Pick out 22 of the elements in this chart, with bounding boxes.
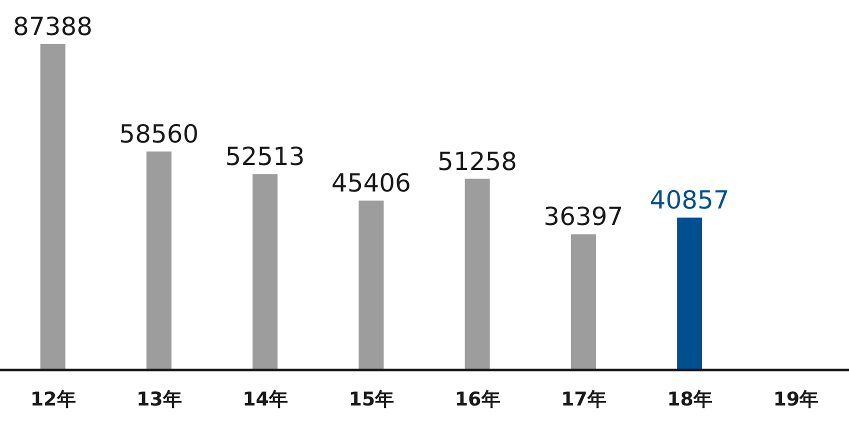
x-tick-label: 13年 — [136, 388, 182, 410]
data-label: 58560 — [119, 120, 199, 149]
x-tick-label: 14年 — [242, 388, 288, 410]
data-label: 36397 — [544, 202, 624, 232]
x-tick-label: 16年 — [454, 388, 500, 410]
bar — [358, 200, 384, 370]
data-label: 40857 — [650, 186, 730, 215]
bar — [40, 44, 66, 370]
x-tick-label: 19年 — [773, 388, 819, 410]
data-label: 45406 — [331, 168, 411, 198]
x-tick-label: 15年 — [348, 388, 394, 410]
bar — [146, 152, 172, 370]
data-label: 52513 — [225, 142, 305, 172]
x-tick-label: 12年 — [30, 388, 76, 410]
x-tick-label: 17年 — [560, 388, 606, 410]
data-label: 87388 — [13, 12, 93, 41]
data-label: 51258 — [438, 146, 518, 176]
bar — [252, 174, 278, 370]
bar — [570, 234, 596, 370]
bar — [464, 178, 490, 370]
bar — [677, 218, 702, 370]
x-tick-label: 18年 — [667, 388, 713, 410]
